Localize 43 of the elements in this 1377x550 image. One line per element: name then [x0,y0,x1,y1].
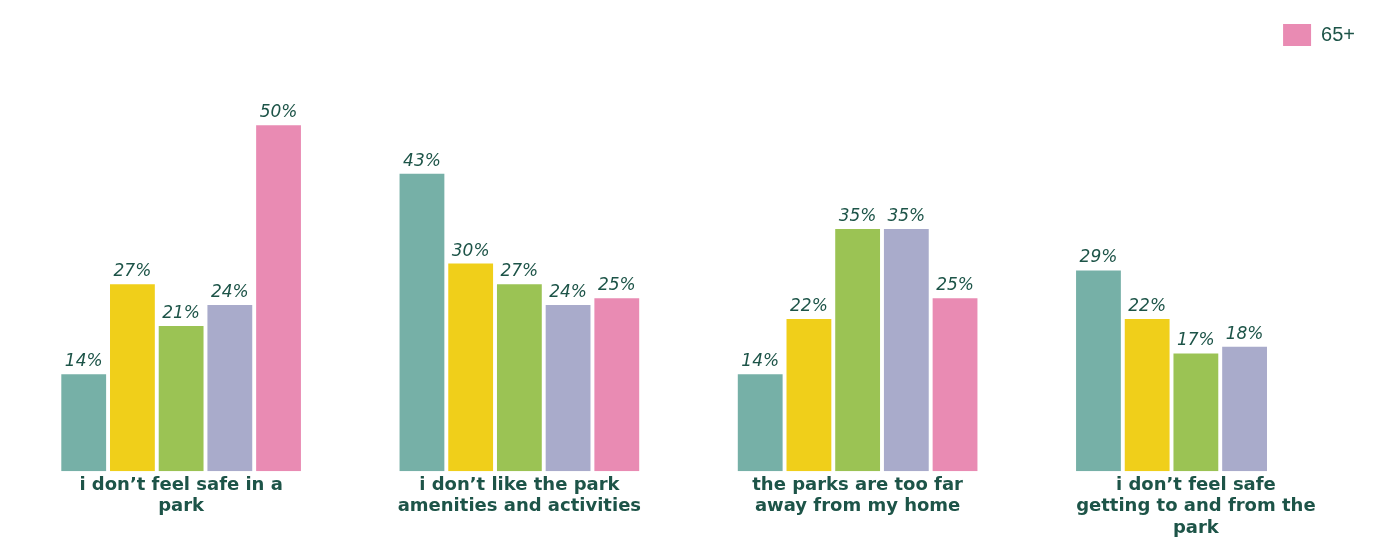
bar [594,298,640,472]
bar [496,284,542,472]
bar [835,229,881,472]
data-label: 35% [887,204,926,225]
bar [207,305,253,472]
bar [1173,353,1219,472]
bar [158,325,204,472]
data-label: 24% [549,281,587,302]
data-label: 50% [259,101,298,122]
bar [110,284,155,472]
data-label: 24% [210,281,249,302]
data-label: 14% [64,350,103,371]
data-label: 30% [451,239,490,260]
data-label: 22% [790,294,828,315]
data-label: 25% [936,274,974,295]
bar [883,229,929,472]
data-label: 17% [1176,329,1215,350]
data-label: 43% [403,149,441,170]
bar [1076,270,1121,472]
data-label: 25% [597,274,636,295]
bar [737,374,783,472]
x-tick-label: the parks are too far away from my home [752,472,964,516]
x-tick-label: i don’t feel safe in a park [79,472,283,516]
data-label: 27% [113,260,152,281]
legend-label: 65+ [1321,22,1356,45]
bar [545,305,591,472]
bar [786,318,832,472]
bar [448,263,494,472]
bar [399,173,445,472]
bar [61,374,107,472]
bar [1124,318,1170,472]
data-label: 18% [1225,322,1264,343]
bar [256,125,301,472]
x-tick-label: i don’t like the park amenities and activities [397,472,642,516]
bar [1222,346,1267,472]
x-tick-label: i don’t feel safe getting to and from the park [1076,472,1316,537]
data-label: 27% [500,260,539,281]
data-label: 14% [741,350,780,371]
data-label: 21% [162,301,201,322]
data-label: 29% [1079,246,1118,267]
data-label: 22% [1128,294,1167,315]
bar [932,298,978,472]
data-label: 35% [838,204,877,225]
